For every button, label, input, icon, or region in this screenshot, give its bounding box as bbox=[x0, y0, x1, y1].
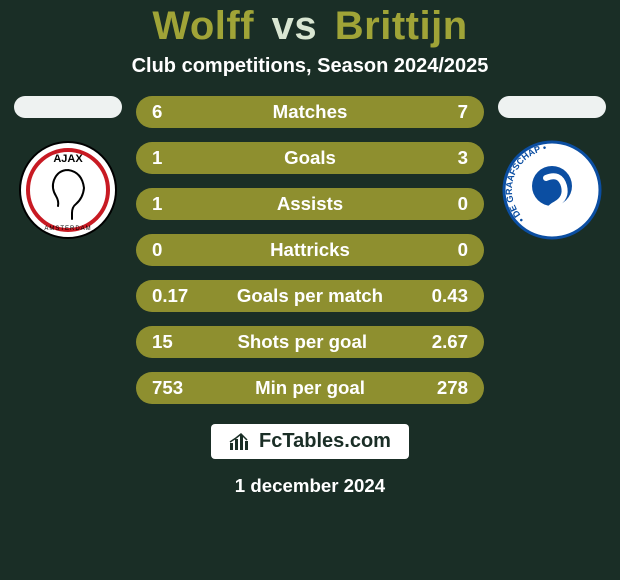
date-text: 1 december 2024 bbox=[235, 475, 385, 497]
stat-right-value: 0 bbox=[458, 239, 468, 261]
stat-left-value: 1 bbox=[152, 147, 162, 169]
stat-label: Goals per match bbox=[237, 285, 383, 307]
right-player-photo-placeholder bbox=[498, 96, 606, 118]
svg-text:AMSTERDAM: AMSTERDAM bbox=[44, 226, 91, 232]
stat-right-value: 278 bbox=[437, 377, 468, 399]
stat-right-value: 0.43 bbox=[432, 285, 468, 307]
right-team-badge: • DE GRAAFSCHAP • bbox=[502, 140, 602, 240]
stat-left-value: 753 bbox=[152, 377, 183, 399]
stat-label: Matches bbox=[273, 101, 348, 123]
vs-separator: vs bbox=[272, 4, 318, 48]
stat-row: 15 Shots per goal 2.67 bbox=[136, 326, 484, 358]
stat-label: Assists bbox=[277, 193, 343, 215]
stat-label: Min per goal bbox=[255, 377, 365, 399]
ajax-crest-icon: AJAX AMSTERDAM bbox=[18, 140, 118, 240]
page-title: Wolff vs Brittijn bbox=[152, 4, 467, 49]
stat-row: 0.17 Goals per match 0.43 bbox=[136, 280, 484, 312]
main-row: AJAX AMSTERDAM 6 Matches 7 1 Goals 3 1 Assists 0… bbox=[0, 96, 620, 404]
stat-left-value: 0.17 bbox=[152, 285, 188, 307]
stat-left-value: 6 bbox=[152, 101, 162, 123]
stat-right-value: 3 bbox=[458, 147, 468, 169]
branding-pill: FcTables.com bbox=[211, 424, 409, 459]
left-player-photo-placeholder bbox=[14, 96, 122, 118]
player-left-name: Wolff bbox=[152, 4, 254, 48]
stat-row: 1 Assists 0 bbox=[136, 188, 484, 220]
left-team-badge: AJAX AMSTERDAM bbox=[18, 140, 118, 240]
branding-text: FcTables.com bbox=[259, 430, 391, 453]
left-side: AJAX AMSTERDAM bbox=[6, 96, 126, 240]
stat-right-value: 0 bbox=[458, 193, 468, 215]
stat-label: Hattricks bbox=[270, 239, 350, 261]
stat-right-value: 2.67 bbox=[432, 331, 468, 353]
stat-left-value: 0 bbox=[152, 239, 162, 261]
stat-left-value: 15 bbox=[152, 331, 173, 353]
right-side: • DE GRAAFSCHAP • bbox=[494, 96, 614, 240]
chart-bars-icon bbox=[229, 433, 251, 451]
stat-row: 1 Goals 3 bbox=[136, 142, 484, 174]
svg-text:AJAX: AJAX bbox=[53, 153, 83, 165]
stat-rows: 6 Matches 7 1 Goals 3 1 Assists 0 0 Hattricks 0 0.17… bbox=[136, 96, 484, 404]
de-graafschap-crest-icon: • DE GRAAFSCHAP • bbox=[502, 140, 602, 240]
stat-row: 753 Min per goal 278 bbox=[136, 372, 484, 404]
stat-right-value: 7 bbox=[458, 101, 468, 123]
stat-row: 6 Matches 7 bbox=[136, 96, 484, 128]
stat-left-value: 1 bbox=[152, 193, 162, 215]
stat-row: 0 Hattricks 0 bbox=[136, 234, 484, 266]
subtitle: Club competitions, Season 2024/2025 bbox=[132, 55, 489, 78]
comparison-card: Wolff vs Brittijn Club competitions, Sea… bbox=[0, 0, 620, 580]
stat-label: Goals bbox=[284, 147, 336, 169]
player-right-name: Brittijn bbox=[335, 4, 468, 48]
stat-label: Shots per goal bbox=[237, 331, 367, 353]
